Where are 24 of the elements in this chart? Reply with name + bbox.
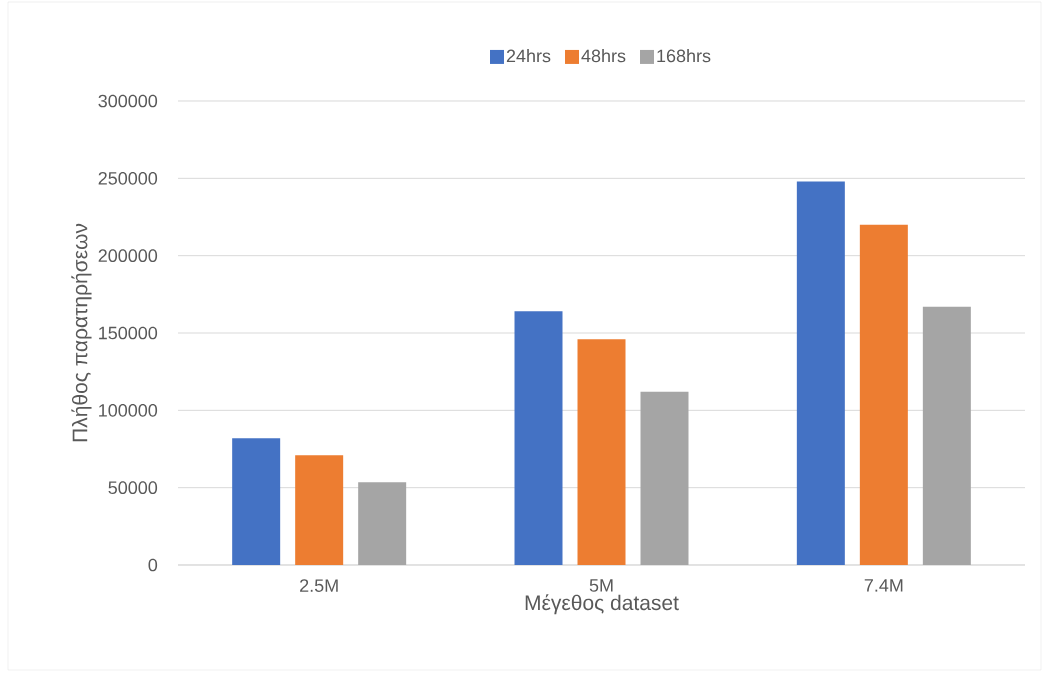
y-tick-label: 50000 (108, 481, 158, 495)
legend-label: 24hrs (506, 49, 551, 63)
bar (295, 455, 344, 565)
y-tick-label: 0 (148, 558, 158, 572)
y-tick-label: 100000 (99, 403, 158, 417)
y-tick-label: 150000 (99, 326, 158, 340)
bar (514, 311, 563, 565)
bar (922, 306, 971, 565)
bar (577, 339, 626, 565)
x-tick-label: 7.4M (864, 579, 903, 592)
x-tick-label: 2.5M (300, 579, 338, 592)
bar (232, 438, 281, 565)
y-tick-label: 200000 (98, 249, 158, 263)
bar (358, 482, 407, 565)
bar (640, 391, 689, 565)
x-tick-label: 5M (589, 579, 613, 592)
y-tick-label: 300000 (98, 94, 158, 108)
bar (796, 181, 845, 565)
legend-label: 48hrs (581, 49, 626, 63)
x-axis-title: Μέγεθος dataset (525, 594, 679, 615)
legend-label: 168hrs (657, 49, 711, 63)
bar (859, 224, 908, 565)
y-axis-title: Πλήθος παρατηρήσεων (71, 223, 92, 442)
y-tick-label: 250000 (98, 171, 158, 185)
